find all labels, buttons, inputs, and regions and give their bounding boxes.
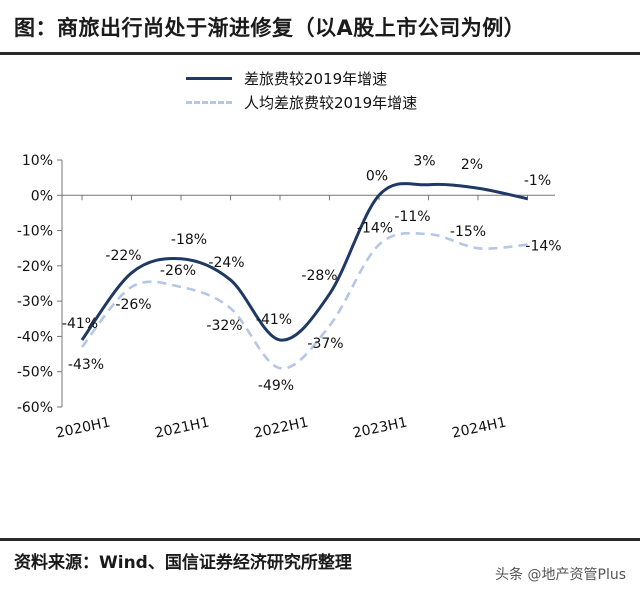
data-label-main: -41% [256, 312, 292, 328]
y-tick-label: -10% [17, 224, 53, 240]
series-line-per-capita [80, 231, 528, 370]
y-tick-label: -30% [17, 294, 53, 310]
data-label-per-capita: -14% [357, 221, 393, 237]
source-note: 资料来源：Wind、国信证券经济研究所整理 [14, 553, 352, 573]
y-tick-label: -20% [17, 259, 53, 275]
bottom-rule [0, 538, 640, 541]
y-tick-label: 0% [31, 188, 53, 204]
legend-item-per-capita: 人均差旅费较2019年增速 [186, 90, 417, 114]
y-tick-label: -40% [17, 329, 53, 345]
y-tick-label: -60% [17, 400, 53, 416]
data-label-main: -28% [301, 268, 337, 284]
watermark-text: 头条 @地产资管Plus [495, 567, 626, 583]
legend-swatch-solid [186, 76, 232, 80]
top-rule [0, 52, 640, 55]
data-label-per-capita: -14% [525, 239, 561, 255]
data-label-main: -24% [208, 255, 244, 271]
data-label-per-capita: -15% [450, 224, 486, 240]
data-label-per-capita: -43% [68, 357, 104, 373]
legend-label-main: 差旅费较2019年增速 [244, 69, 388, 88]
x-tick-label: 2023H1 [352, 415, 409, 442]
data-label-per-capita: -32% [206, 318, 242, 334]
y-tick-label: -50% [17, 365, 53, 381]
title-bar: 图：商旅出行尚处于渐进修复（以A股上市公司为例） [0, 0, 640, 56]
x-tick-label: 2022H1 [253, 415, 310, 442]
y-tick-label: 10% [22, 153, 53, 169]
data-label-main: -41% [62, 316, 98, 332]
data-label-main: -18% [171, 232, 207, 248]
line-chart: 10% 0% -10% -20% -30% -40% -50% -60%2020H1 2021H… [17, 153, 562, 442]
data-label-main: 0% [366, 168, 388, 184]
data-label-per-capita: -26% [160, 263, 196, 279]
legend-label-per-capita: 人均差旅费较2019年增速 [244, 93, 418, 112]
data-label-per-capita: -49% [258, 378, 294, 394]
data-label-per-capita: -26% [115, 297, 151, 313]
data-label-main: -1% [524, 173, 551, 189]
legend-swatch-dashed [186, 100, 232, 104]
x-tick-label: 2024H1 [451, 415, 508, 442]
data-label-per-capita: -37% [307, 336, 343, 352]
figure-title: 图：商旅出行尚处于渐进修复（以A股上市公司为例） [14, 16, 526, 40]
data-label-per-capita: -11% [394, 209, 430, 225]
data-label-main: 2% [461, 157, 483, 173]
data-label-main: 3% [413, 154, 435, 170]
legend-item-main: 差旅费较2019年增速 [186, 66, 417, 90]
x-tick-label: 2021H1 [154, 415, 211, 442]
x-tick-label: 2020H1 [55, 415, 112, 442]
series-line-main [80, 182, 528, 342]
data-label-main: -22% [105, 248, 141, 264]
legend: 差旅费较2019年增速 人均差旅费较2019年增速 [186, 66, 417, 114]
